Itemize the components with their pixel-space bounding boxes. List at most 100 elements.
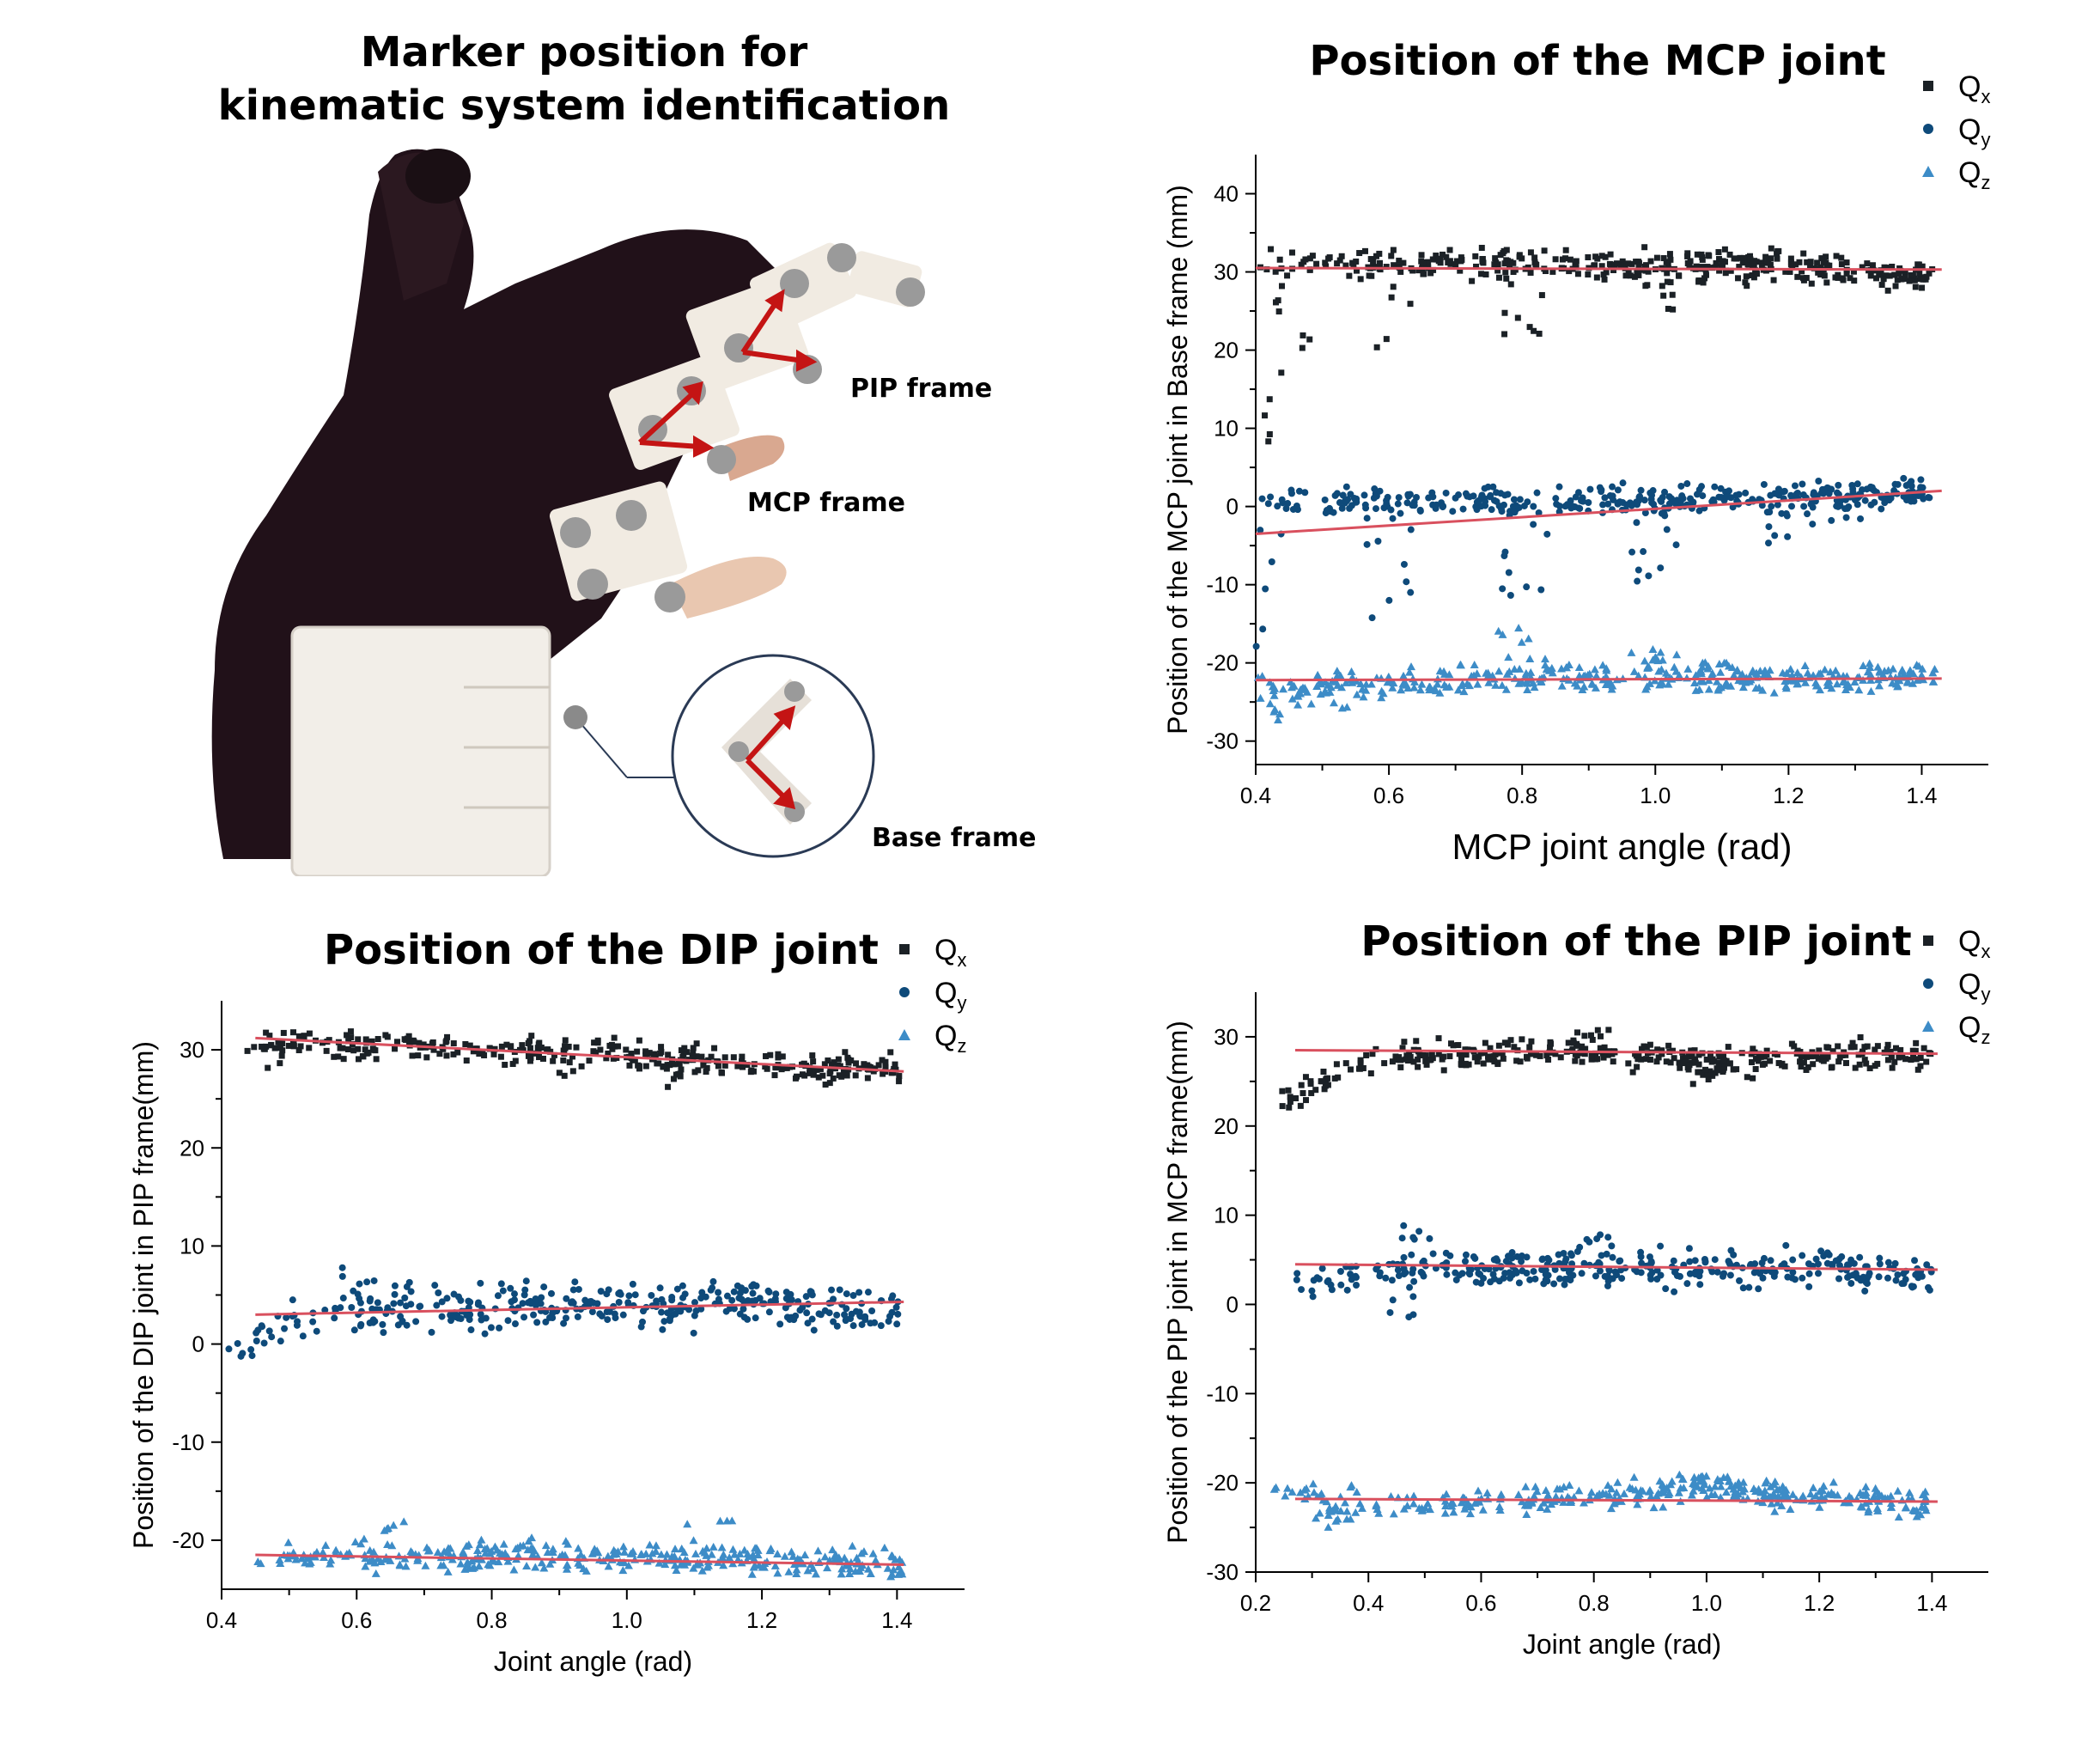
data-point — [1587, 1488, 1597, 1496]
data-point — [420, 1041, 427, 1048]
data-point — [586, 1057, 593, 1064]
data-point — [1318, 1265, 1326, 1272]
data-point — [679, 1282, 686, 1289]
data-point — [1635, 262, 1642, 269]
data-point — [1600, 1054, 1607, 1061]
data-point — [1548, 668, 1557, 677]
outlier-point — [1724, 661, 1733, 670]
data-point — [1367, 256, 1374, 263]
legend-label-name: Q — [1958, 156, 1981, 189]
data-point — [1806, 264, 1813, 271]
outlier-point — [670, 1076, 677, 1082]
outlier-point — [1407, 588, 1415, 596]
data-point — [1598, 263, 1605, 270]
data-point — [1308, 1287, 1316, 1295]
data-point — [1545, 1056, 1552, 1063]
data-point — [289, 1040, 296, 1047]
data-point — [1780, 1260, 1787, 1268]
outlier-point — [1640, 548, 1647, 556]
photo-title-line2: kinematic system identification — [217, 82, 951, 130]
data-point — [1648, 499, 1656, 507]
data-point — [1527, 249, 1534, 256]
data-point — [565, 1043, 572, 1050]
outlier-point — [1583, 1235, 1591, 1243]
data-point — [1786, 1504, 1795, 1513]
data-point — [1333, 1061, 1340, 1068]
square-marker-icon — [899, 944, 910, 954]
data-point — [1856, 1253, 1864, 1261]
data-point — [1387, 506, 1395, 514]
outlier-point — [1283, 1484, 1293, 1492]
legend-label-name: Q — [934, 934, 957, 966]
data-point — [1489, 483, 1497, 491]
data-point — [1814, 1270, 1822, 1277]
data-point — [864, 1289, 872, 1296]
data-point — [1713, 259, 1720, 266]
data-point — [1820, 665, 1829, 673]
data-point — [525, 1039, 532, 1046]
data-point — [1787, 268, 1793, 275]
data-point — [1799, 275, 1806, 282]
x-tick-label: 1.0 — [1691, 1590, 1722, 1616]
data-point — [1864, 260, 1871, 267]
data-point — [756, 1295, 764, 1302]
data-point — [1322, 259, 1329, 266]
data-point — [1836, 1054, 1843, 1061]
data-point — [1342, 262, 1349, 269]
data-point — [1418, 252, 1425, 259]
outlier-point — [1312, 1087, 1319, 1094]
data-point — [1919, 263, 1926, 270]
data-point — [1633, 498, 1640, 506]
data-point — [1843, 259, 1850, 266]
data-point — [340, 1056, 347, 1063]
data-point — [379, 1320, 387, 1328]
data-point — [1501, 1039, 1508, 1046]
data-point — [1561, 663, 1571, 672]
data-point — [1861, 1057, 1868, 1063]
outlier-point — [1703, 664, 1713, 673]
outlier-point — [1368, 614, 1376, 622]
data-point — [833, 1311, 841, 1319]
data-point — [629, 1280, 636, 1288]
data-point — [1737, 254, 1744, 261]
data-point — [1272, 268, 1279, 275]
outlier-point — [1373, 344, 1380, 350]
data-point — [1494, 261, 1501, 268]
data-point — [690, 1045, 697, 1051]
outlier-point — [1536, 330, 1543, 337]
data-point — [331, 1314, 338, 1322]
data-point — [1473, 263, 1480, 270]
data-point — [350, 1326, 358, 1334]
data-point — [1415, 267, 1422, 274]
data-point — [1433, 680, 1442, 688]
legend-label-name: Q — [1958, 113, 1981, 146]
data-point — [825, 1057, 831, 1064]
outlier-point — [1502, 669, 1512, 678]
data-point — [1750, 259, 1756, 265]
outlier-point — [561, 1072, 568, 1079]
data-point — [1702, 271, 1709, 278]
data-point — [1662, 1285, 1670, 1293]
data-point — [527, 1057, 533, 1064]
data-point — [1453, 258, 1460, 265]
data-point — [1494, 1502, 1504, 1511]
data-point — [1427, 270, 1434, 277]
x-tick-label: 0.4 — [206, 1607, 237, 1633]
data-point — [683, 1049, 690, 1056]
outlier-point — [1324, 1522, 1333, 1531]
outlier-point — [1389, 1296, 1397, 1304]
data-point — [1713, 677, 1722, 686]
data-point — [1902, 1056, 1909, 1063]
data-point — [1550, 1280, 1558, 1288]
data-point — [726, 1305, 733, 1313]
data-point — [1610, 496, 1617, 503]
data-point — [1820, 485, 1828, 493]
data-point — [1821, 272, 1828, 279]
data-point — [268, 1333, 276, 1341]
data-point — [1748, 1059, 1755, 1066]
data-point — [1823, 681, 1832, 690]
outlier-point — [251, 1044, 258, 1051]
data-point — [1470, 660, 1479, 668]
data-point — [1800, 250, 1807, 257]
outlier-point — [1300, 1090, 1306, 1097]
